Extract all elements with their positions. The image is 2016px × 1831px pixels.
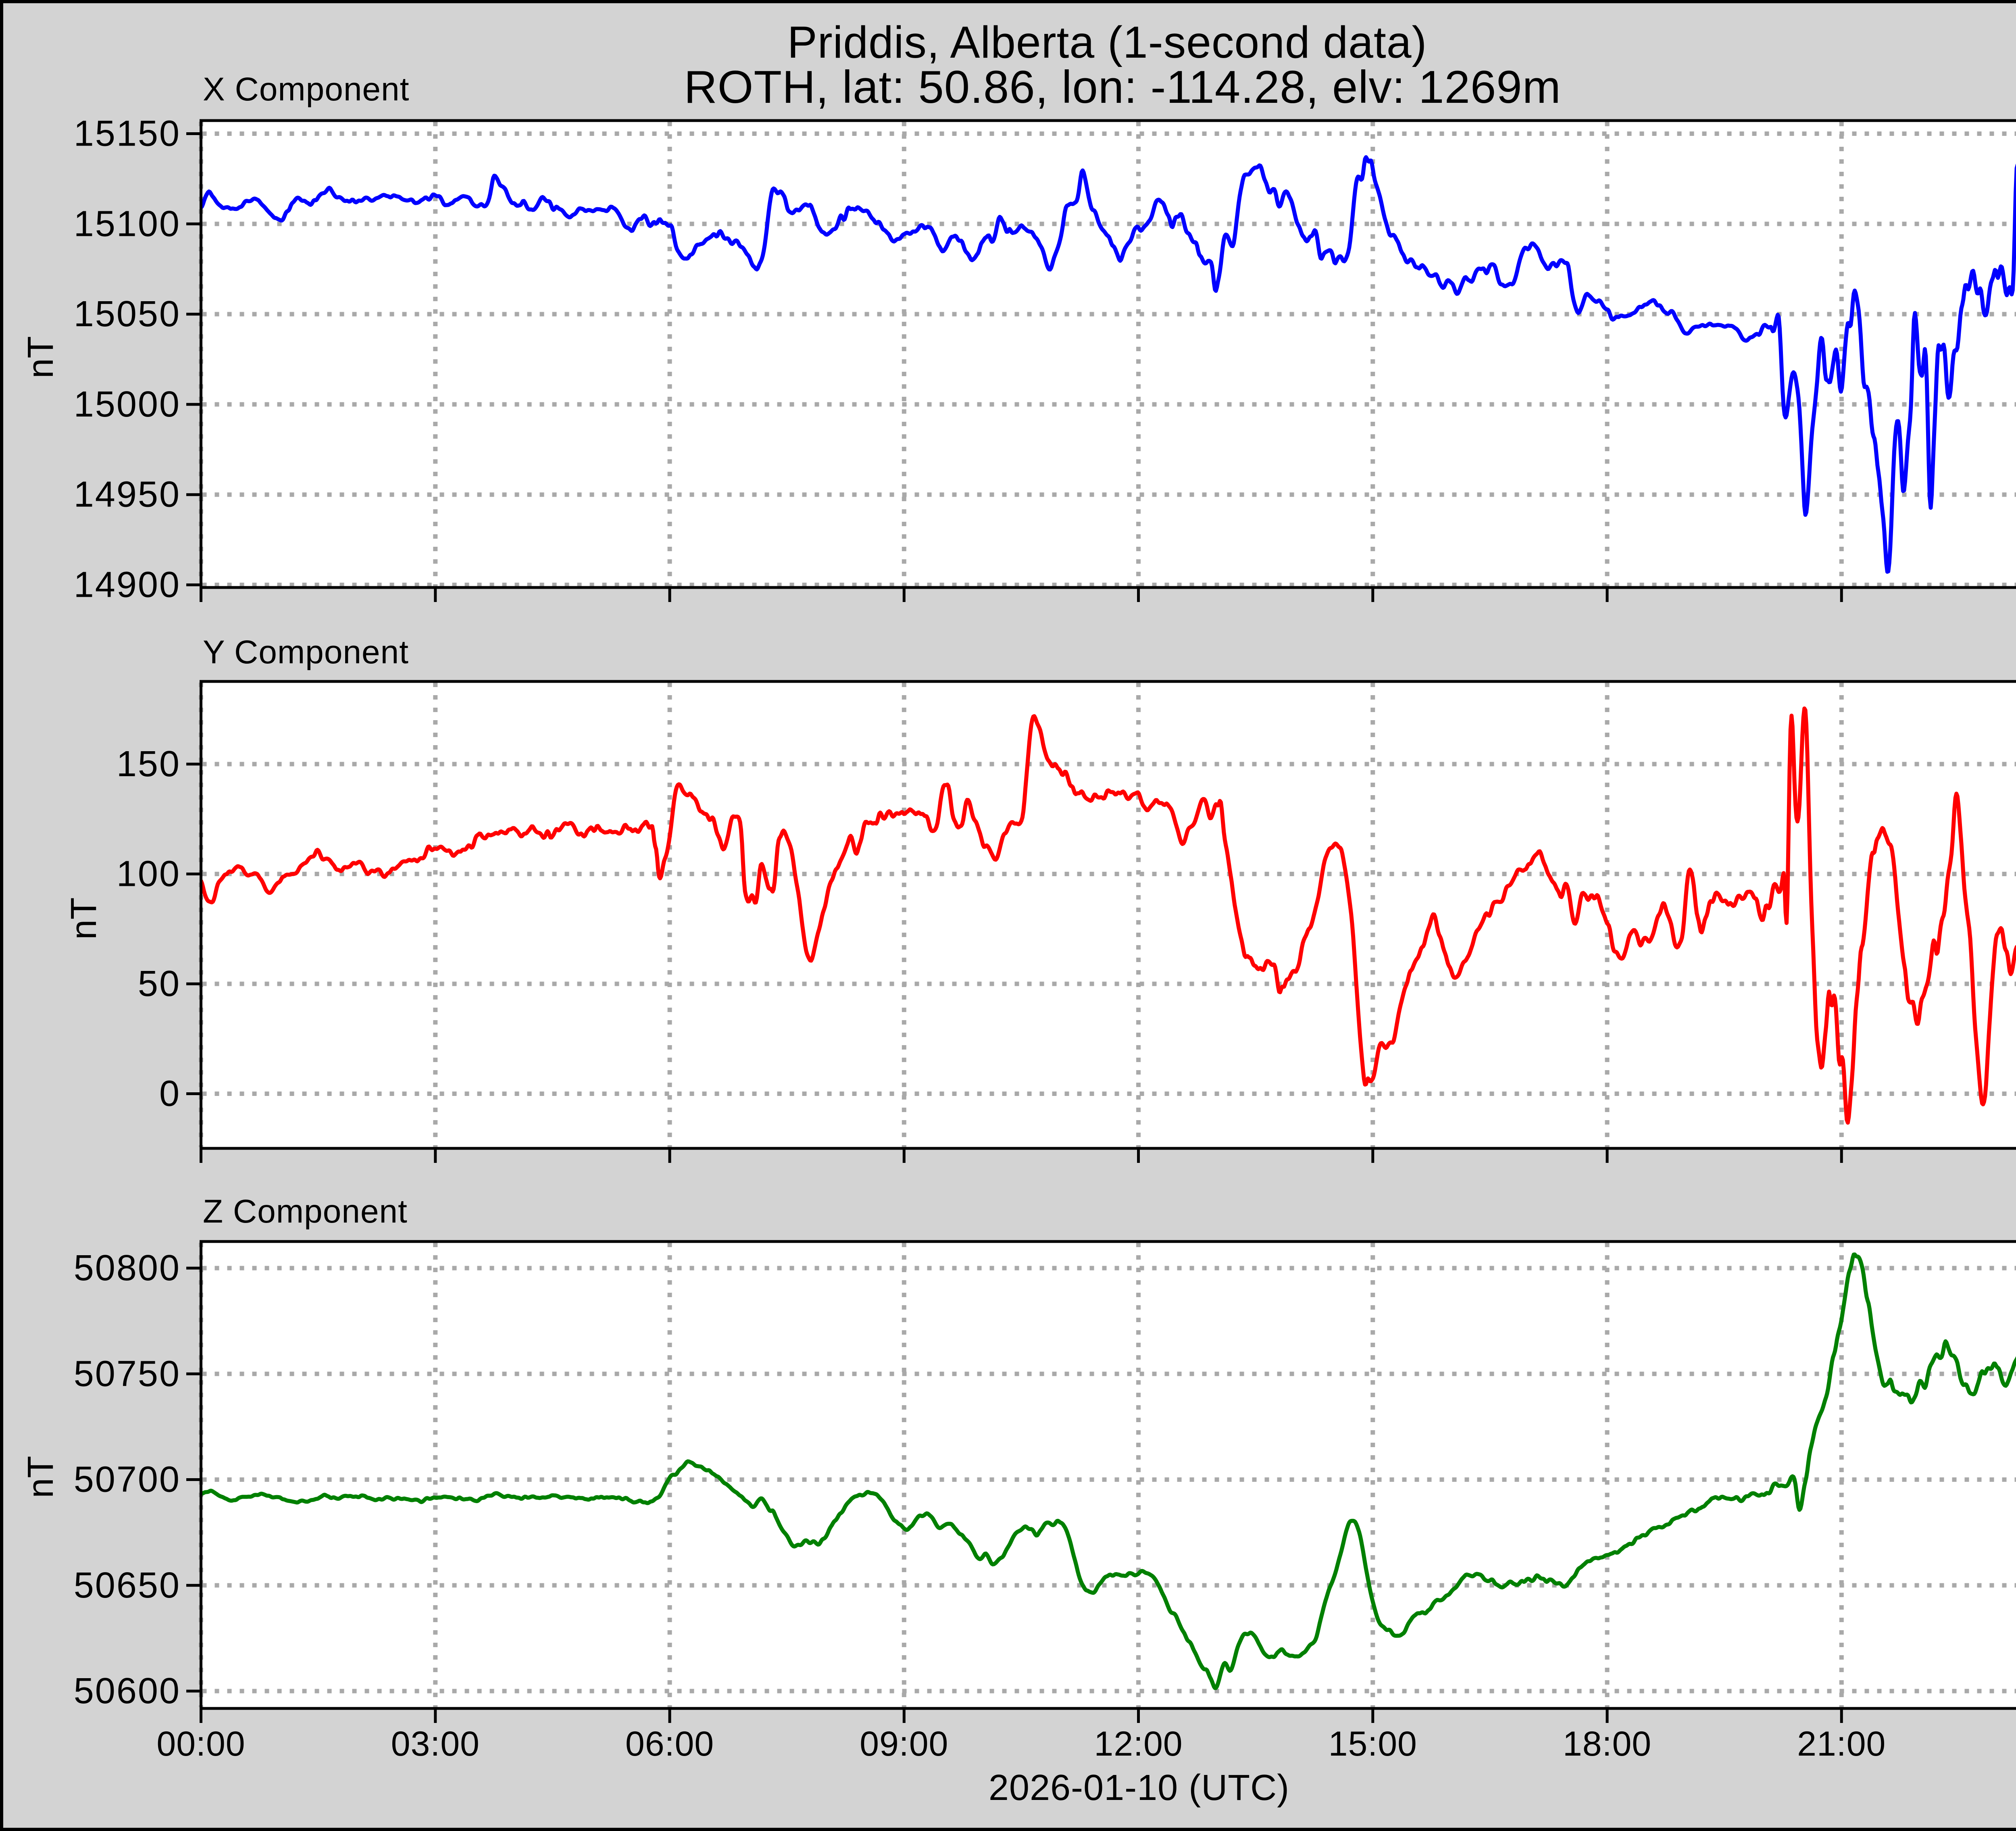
svg-text:X Component: X Component	[203, 71, 409, 108]
svg-text:Priddis, Alberta (1-second dat: Priddis, Alberta (1-second data)	[787, 17, 1427, 67]
svg-text:03:00: 03:00	[391, 1725, 480, 1763]
svg-text:14950: 14950	[74, 475, 181, 515]
svg-text:nT: nT	[64, 897, 104, 939]
svg-text:00:00: 00:00	[156, 1725, 245, 1763]
svg-text:50600: 50600	[74, 1671, 181, 1711]
svg-text:12:00: 12:00	[1094, 1725, 1183, 1763]
svg-text:50700: 50700	[74, 1460, 181, 1500]
svg-text:0: 0	[159, 1074, 181, 1114]
svg-text:50650: 50650	[74, 1565, 181, 1606]
svg-text:21:00: 21:00	[1797, 1725, 1886, 1763]
svg-text:Z Component: Z Component	[203, 1193, 408, 1230]
svg-text:50750: 50750	[74, 1354, 181, 1394]
svg-text:ROTH, lat: 50.86, lon: -114.28: ROTH, lat: 50.86, lon: -114.28, elv: 126…	[684, 62, 1561, 113]
svg-text:15000: 15000	[74, 384, 181, 425]
svg-text:50: 50	[138, 964, 181, 1004]
svg-text:150: 150	[117, 744, 181, 784]
svg-text:09:00: 09:00	[860, 1725, 948, 1763]
svg-text:15150: 15150	[74, 114, 181, 154]
svg-text:Y Component: Y Component	[203, 634, 409, 671]
svg-text:nT: nT	[21, 336, 61, 378]
svg-text:100: 100	[117, 854, 181, 894]
svg-text:15100: 15100	[74, 204, 181, 244]
svg-text:15:00: 15:00	[1329, 1725, 1417, 1763]
svg-text:2026-01-10 (UTC): 2026-01-10 (UTC)	[989, 1768, 1289, 1808]
svg-text:15050: 15050	[74, 294, 181, 334]
svg-text:18:00: 18:00	[1563, 1725, 1652, 1763]
svg-text:50800: 50800	[74, 1248, 181, 1288]
svg-text:14900: 14900	[74, 565, 181, 605]
svg-text:nT: nT	[21, 1456, 61, 1498]
svg-text:06:00: 06:00	[625, 1725, 714, 1763]
